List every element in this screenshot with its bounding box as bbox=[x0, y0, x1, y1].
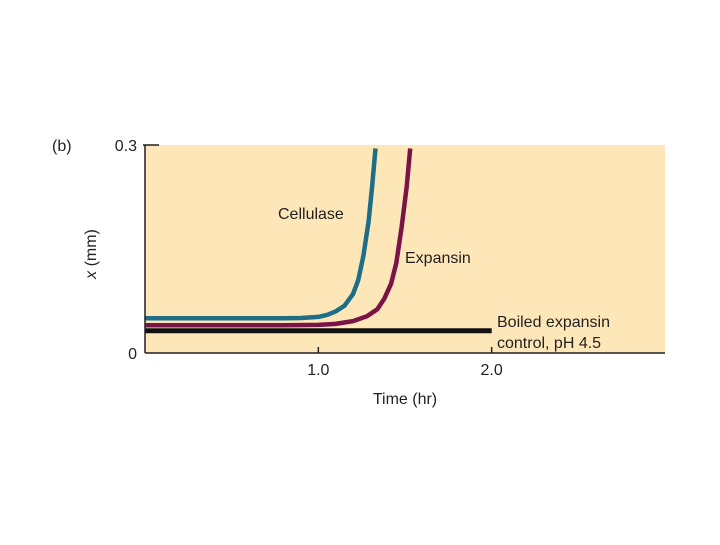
x-axis-title: Time (hr) bbox=[373, 391, 437, 408]
series-label: Boiled expansin control, pH 4.5 bbox=[497, 314, 610, 352]
series-label-line: Expansin bbox=[405, 250, 471, 267]
y-axis-title-unit: (mm) bbox=[83, 229, 100, 271]
series-label-line: Boiled expansin bbox=[497, 314, 610, 331]
y-tick-label: 0 bbox=[128, 346, 137, 363]
x-tick-label: 1.0 bbox=[307, 362, 329, 379]
series-label: Expansin bbox=[405, 250, 471, 267]
x-tick-label: 2.0 bbox=[481, 362, 503, 379]
series-layer bbox=[145, 148, 492, 334]
y-axis-title: x (mm) bbox=[83, 229, 100, 280]
series-label-layer: Cellulase Expansin Boiled expansin control,… bbox=[278, 206, 610, 352]
series-label: Cellulase bbox=[278, 206, 344, 223]
y-tick-label: 0.3 bbox=[115, 138, 137, 155]
series-label-line: control, pH 4.5 bbox=[497, 335, 601, 352]
axis-layer: 1.0 2.0 0 0.3 bbox=[115, 138, 665, 379]
series-line-expansin bbox=[145, 148, 413, 328]
series-label-line: Cellulase bbox=[278, 206, 344, 223]
panel-label: (b) bbox=[52, 138, 72, 155]
y-axis-title-variable: x bbox=[83, 270, 100, 280]
series-line-cellulase bbox=[145, 148, 378, 321]
